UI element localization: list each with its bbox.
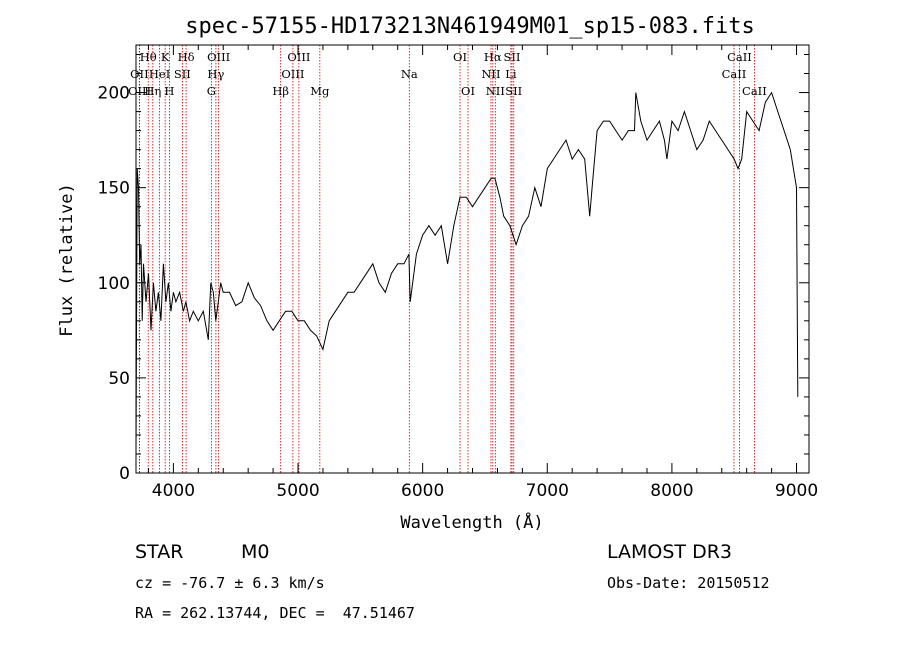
annotation-label: G xyxy=(207,84,216,98)
annotation-label: K xyxy=(161,50,170,64)
y-tick-label: 100 xyxy=(98,274,130,294)
y-tick-label: 200 xyxy=(98,84,130,104)
obs-date-text: Obs-Date: 20150512 xyxy=(607,574,770,592)
annotation-label: Li xyxy=(505,67,517,81)
chart-title: spec-57155-HD173213N461949M01_sp15-083.f… xyxy=(185,14,755,39)
x-axis-label: Wavelength (Å) xyxy=(400,511,543,533)
x-tick-label: 4000 xyxy=(152,481,195,501)
annotation-label: OIII xyxy=(287,50,310,64)
annotation-label: CaII xyxy=(742,84,767,98)
annotation-label: Hδ xyxy=(178,50,195,64)
coordinates-text: RA = 262.13744, DEC = 47.51467 xyxy=(135,604,415,622)
annotation-label: SII xyxy=(505,84,522,98)
annotation-label: Hγ xyxy=(207,67,224,81)
y-tick-label: 0 xyxy=(119,464,130,484)
x-tick-label: 9000 xyxy=(775,481,818,501)
line-annotations: HθOIIOIIIHηHeIKHHδSIIOIIIHγGOIIIOIIIHβMg… xyxy=(128,45,767,473)
x-tick-label: 6000 xyxy=(401,481,444,501)
annotation-label: Mg xyxy=(310,84,330,98)
survey-name: LAMOST DR3 xyxy=(607,541,732,563)
y-tick-label: 150 xyxy=(98,179,130,199)
annotation-label: H xyxy=(164,84,174,98)
plot-frame xyxy=(135,44,810,474)
x-tick-label: 5000 xyxy=(276,481,319,501)
x-tick-label: 8000 xyxy=(650,481,693,501)
annotation-label: Hη xyxy=(144,84,161,98)
annotation-label: OI xyxy=(461,84,475,98)
annotation-label: Hθ xyxy=(140,50,157,64)
annotation-label: OIII xyxy=(207,50,230,64)
annotation-label: Hβ xyxy=(272,84,289,98)
annotation-label: Hα xyxy=(484,50,502,64)
annotation-label: OIII xyxy=(128,84,151,98)
annotation-label: CaII xyxy=(727,50,752,64)
annotation-label: NII xyxy=(481,67,500,81)
x-tick-label: 7000 xyxy=(526,481,569,501)
y-axis-label: Flux (relative) xyxy=(57,183,77,337)
annotation-label: OIII xyxy=(281,67,304,81)
redshift-text: cz = -76.7 ± 6.3 km/s xyxy=(135,574,325,592)
annotation-label: OI xyxy=(453,50,467,64)
annotation-label: HeI xyxy=(149,67,170,81)
object-class: STAR xyxy=(135,541,184,563)
annotation-label: NII xyxy=(486,84,505,98)
x-axis: 4000 5000 6000 7000 8000 9000 xyxy=(147,45,818,501)
annotation-label: SII xyxy=(504,50,521,64)
y-axis: 0 50 100 150 200 xyxy=(98,54,809,484)
annotation-label: Na xyxy=(401,67,418,81)
y-tick-label: 50 xyxy=(108,369,130,389)
object-subclass: M0 xyxy=(241,541,270,563)
annotation-label: CaII xyxy=(722,67,747,81)
annotation-label: SII xyxy=(174,67,191,81)
spectrum-line xyxy=(135,91,799,455)
